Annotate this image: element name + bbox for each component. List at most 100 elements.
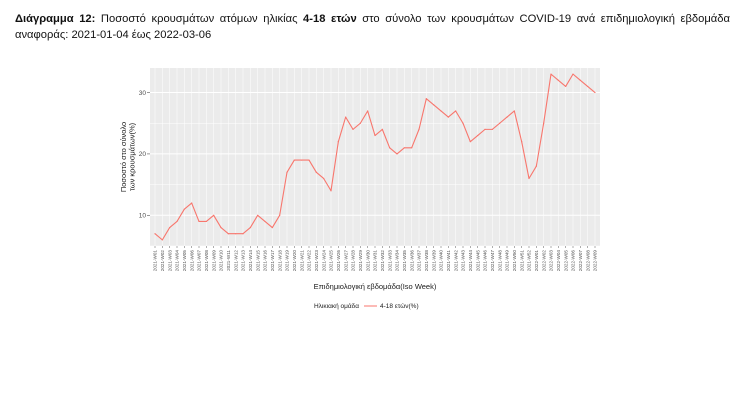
x-tick-label: 2021-W19 — [285, 250, 290, 272]
x-tick-label: 2021-W17 — [270, 250, 275, 272]
x-tick-label: 2021-W22 — [307, 250, 312, 272]
data-point — [323, 177, 325, 180]
data-point — [440, 110, 442, 112]
x-tick-label: 2021-W12 — [233, 250, 238, 272]
data-point — [528, 177, 530, 180]
x-tick-label: 2022-W09 — [593, 250, 598, 272]
x-tick-label: 2021-W35 — [402, 250, 407, 272]
data-point — [257, 214, 259, 216]
caption-label: Διάγραμμα 12: — [15, 13, 96, 25]
data-point — [418, 128, 420, 130]
data-point — [330, 190, 332, 192]
data-point — [557, 79, 559, 81]
grid-lines — [150, 68, 600, 247]
data-point — [374, 134, 376, 137]
y-axis-label: Ποσοστό στο σύνολοτων κρουσμάτων(%) — [119, 122, 137, 192]
x-tick-label: 2021-W23 — [314, 250, 319, 272]
data-point — [352, 128, 354, 130]
x-tick-label: 2021-W33 — [387, 250, 392, 272]
data-point — [315, 171, 317, 173]
data-point — [198, 220, 200, 223]
data-point — [469, 141, 471, 143]
y-tick-label: 30 — [139, 90, 147, 97]
data-point — [176, 220, 178, 223]
data-point — [572, 73, 574, 75]
legend-label: 4-18 ετών(%) — [380, 302, 419, 310]
x-tick-label: 2021-W37 — [417, 250, 422, 272]
x-tick-label: 2021-W36 — [409, 250, 414, 272]
x-tick-label: 2021-W47 — [490, 250, 495, 272]
x-tick-label: 2021-W43 — [461, 250, 466, 272]
data-point — [227, 233, 229, 235]
data-point — [425, 98, 427, 100]
data-point — [403, 147, 405, 149]
y-axis-ticks: 10 20 30 — [139, 90, 150, 220]
x-tick-label: 2021-W24 — [321, 250, 326, 272]
data-point — [594, 91, 596, 94]
data-point — [462, 122, 464, 124]
data-point — [293, 159, 295, 161]
x-tick-label: 2021-W29 — [358, 250, 363, 272]
data-point — [543, 122, 545, 124]
data-point — [411, 147, 413, 149]
x-tick-label: 2021-W21 — [299, 250, 304, 272]
data-point — [389, 147, 391, 149]
data-point — [264, 220, 266, 223]
x-tick-label: 2021-W50 — [512, 250, 517, 272]
data-point — [565, 85, 567, 88]
y-axis-label-line: των κρουσμάτων(%) — [128, 122, 137, 191]
data-point — [235, 233, 237, 235]
x-tick-label: 2021-W10 — [219, 250, 224, 272]
x-tick-label: 2021-W52 — [527, 250, 532, 272]
data-point — [499, 122, 501, 124]
data-point — [161, 239, 163, 241]
x-tick-label: 2021-W41 — [446, 250, 451, 272]
x-tick-label: 2021-W14 — [248, 250, 253, 272]
x-tick-label: 2022-W07 — [578, 250, 583, 272]
figure-caption: Διάγραμμα 12: Ποσοστό κρουσμάτων ατόμων … — [15, 11, 730, 43]
data-point — [484, 128, 486, 130]
x-tick-label: 2021-W40 — [439, 250, 444, 272]
data-point — [396, 153, 398, 155]
data-point — [345, 116, 347, 118]
x-axis-ticks: 2021-W01 2021-W02 2021-W03 2021-W04 2021-W05… — [153, 246, 598, 271]
x-tick-label: 2022-W04 — [556, 250, 561, 272]
x-tick-label: 2021-W42 — [453, 250, 458, 272]
data-point — [535, 165, 537, 167]
data-point — [491, 128, 493, 130]
x-tick-label: 2021-W04 — [175, 250, 180, 272]
data-point — [205, 220, 207, 223]
data-point — [301, 159, 303, 161]
x-tick-label: 2021-W25 — [329, 250, 334, 272]
data-point — [154, 233, 156, 235]
x-tick-label: 2021-W27 — [343, 250, 348, 272]
x-tick-label: 2021-W34 — [395, 250, 400, 272]
data-point — [359, 122, 361, 124]
data-point — [169, 226, 171, 229]
x-tick-label: 2021-W28 — [351, 250, 356, 272]
series-group — [154, 73, 596, 241]
x-tick-label: 2022-W06 — [571, 250, 576, 272]
data-point — [337, 141, 339, 143]
x-tick-label: 2021-W06 — [189, 250, 194, 272]
x-tick-label: 2021-W30 — [365, 250, 370, 272]
data-point — [433, 104, 435, 106]
data-point — [367, 110, 369, 112]
x-tick-label: 2021-W45 — [475, 250, 480, 272]
x-tick-label: 2021-W15 — [255, 250, 260, 272]
x-tick-label: 2021-W48 — [497, 250, 502, 272]
x-tick-label: 2021-W08 — [204, 250, 209, 272]
data-point — [271, 226, 273, 229]
x-tick-label: 2021-W18 — [277, 250, 282, 272]
x-tick-label: 2021-W44 — [468, 250, 473, 272]
x-tick-label: 2022-W08 — [585, 250, 590, 272]
x-tick-label: 2021-W16 — [263, 250, 268, 272]
caption-text-2: στο σύνολο των κρουσμάτων COVID-19 ανά ε… — [15, 13, 730, 41]
x-tick-label: 2021-W07 — [197, 250, 202, 272]
legend: Ηλικιακή ομάδα 4-18 ετών(%) — [314, 302, 419, 310]
x-tick-label: 2021-W02 — [160, 250, 165, 272]
x-tick-label: 2021-W46 — [483, 250, 488, 272]
x-tick-label: 2021-W13 — [241, 250, 246, 272]
x-tick-label: 2022-W01 — [534, 250, 539, 272]
